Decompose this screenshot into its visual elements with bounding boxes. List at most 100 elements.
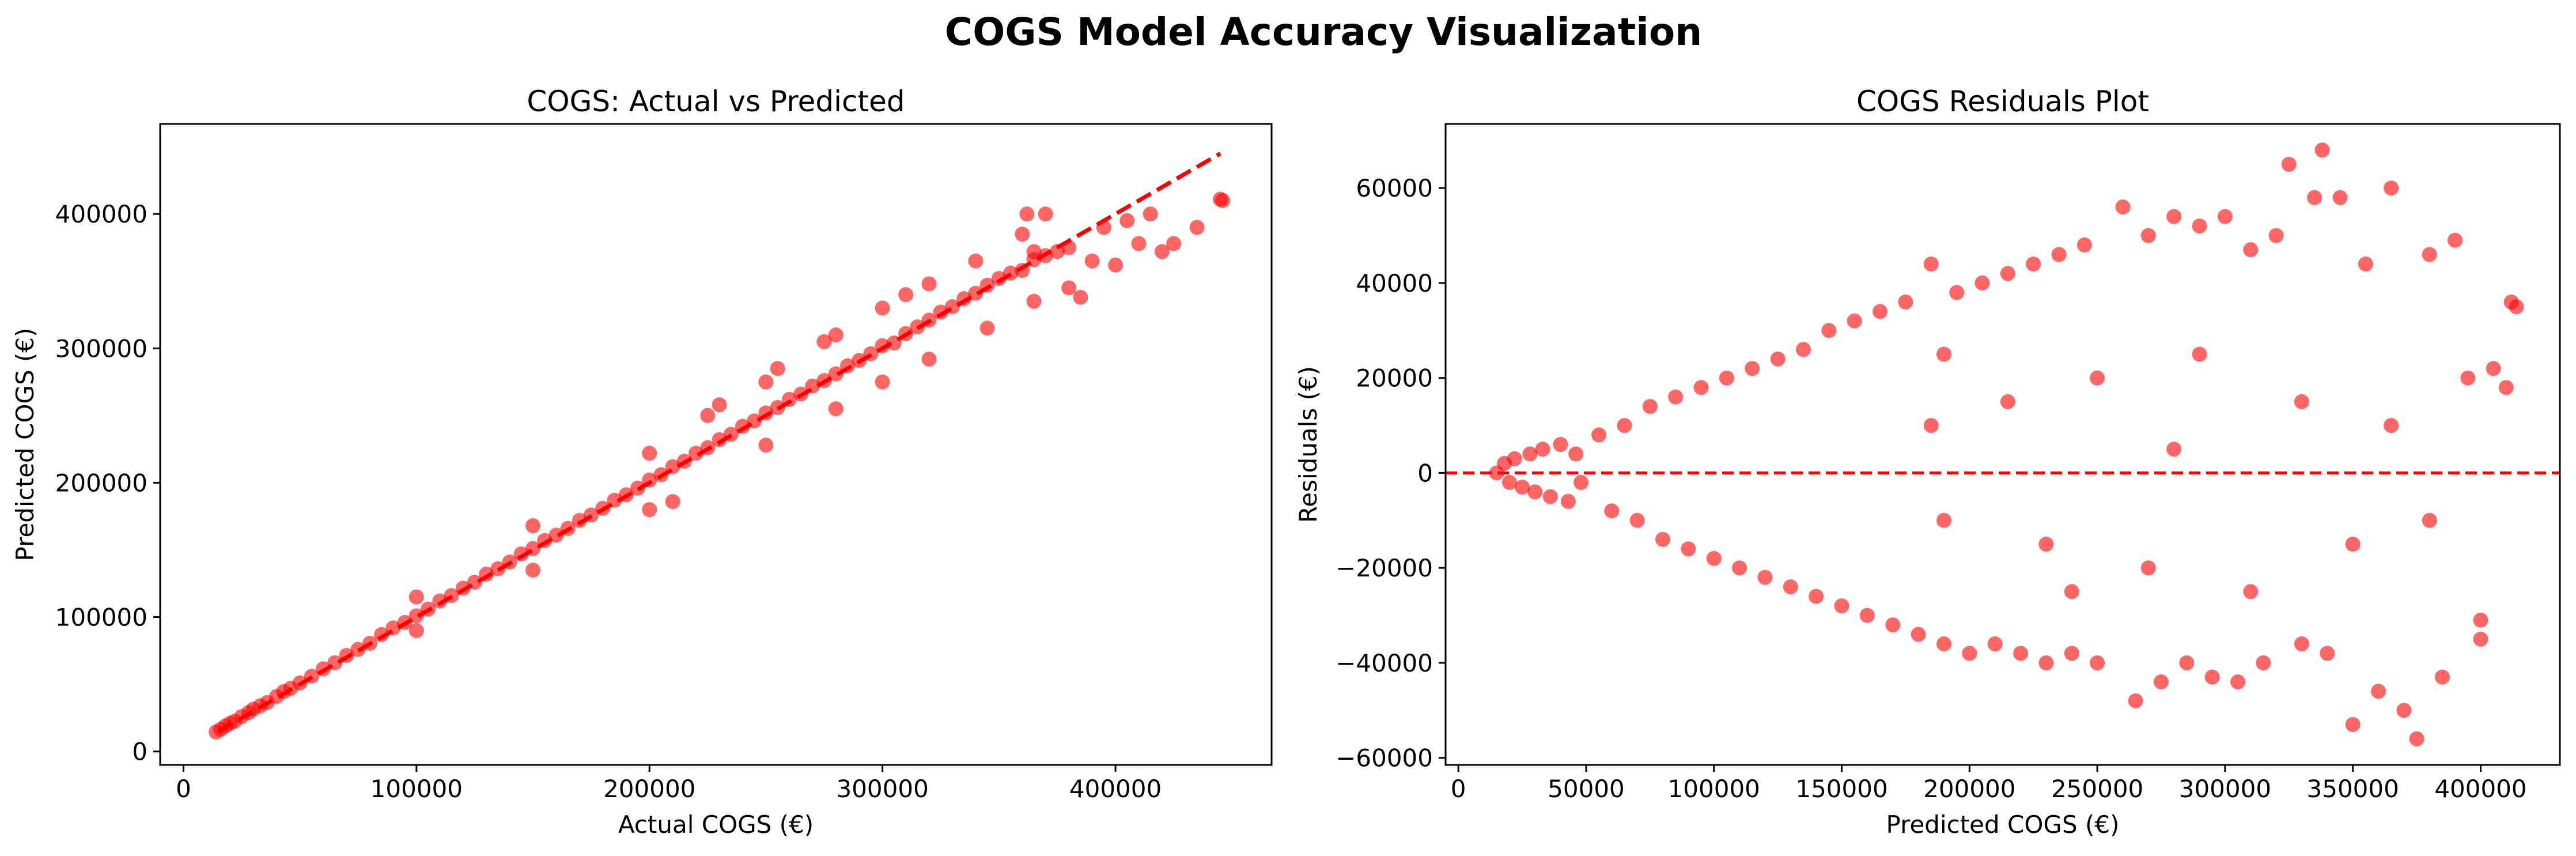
data-point [1770,351,1786,367]
data-point [2038,655,2054,670]
data-point [1796,342,1811,357]
y-tick-label: 100000 [55,604,147,632]
data-point [1847,313,1862,329]
data-point [898,287,914,303]
data-point [979,320,995,336]
x-tick-label: 250000 [2051,775,2143,803]
data-point [1215,193,1231,208]
data-point [1522,446,1538,462]
data-point [2090,370,2105,386]
data-point [816,334,832,349]
identity-reference-line [217,152,1221,733]
data-point [2217,209,2233,224]
y-tick-label: 300000 [55,334,147,363]
data-point [1527,484,1543,500]
data-point [1757,570,1773,585]
data-point [2435,669,2450,685]
y-tick-label: −20000 [1336,554,1433,582]
data-point [2154,674,2169,689]
data-point [1617,418,1632,433]
x-tick-label: 400000 [1069,775,1162,803]
data-point [1732,560,1747,576]
data-point [2064,646,2079,661]
y-axis-label-left: Predicted COGS (€) [11,328,39,561]
data-point [642,502,657,518]
data-point [1681,541,1696,557]
data-point [2051,247,2067,262]
data-point [2332,190,2348,205]
x-axis-ticks-right: 0 50000 100000 150000 200000 250000 300000 3500… [1451,765,2527,803]
data-point [968,285,984,301]
data-point [1573,474,1589,490]
data-point [1668,389,1684,405]
data-point [1073,289,1088,305]
data-point [2013,646,2029,661]
data-point [2204,669,2220,685]
data-point [665,494,680,510]
y-tick-label: 200000 [55,469,147,497]
data-point [2000,394,2015,409]
data-point [1923,257,1939,271]
data-point [1026,293,1042,309]
data-point [689,446,704,461]
data-point [1706,550,1722,566]
x-axis-label-right: Predicted COGS (€) [1886,810,2120,839]
data-point [2026,257,2041,271]
data-point [1936,512,1951,528]
data-point [1143,206,1158,222]
y-tick-label: 400000 [55,200,147,228]
data-point [1949,285,1965,300]
data-point [1936,346,1951,362]
data-point [1560,493,1576,509]
x-tick-label: 200000 [603,775,695,803]
data-point [1166,236,1182,251]
x-tick-label: 150000 [1795,775,1887,803]
data-point [2358,257,2373,271]
y-axis-ticks-right: −60000 −40000 −20000 0 20000 40000 60000 [1336,174,1446,772]
data-point [2422,247,2437,262]
chart-title-left: COGS: Actual vs Predicted [527,85,905,118]
data-point [1834,598,1849,614]
data-point [1898,294,1913,310]
data-point [2268,228,2284,243]
data-point [2090,655,2105,670]
data-point [828,401,843,417]
x-tick-label: 0 [176,775,191,803]
x-tick-label: 0 [1451,775,1466,803]
data-point [2384,180,2399,196]
y-axis-ticks-left: 0 100000 200000 300000 400000 [55,200,160,766]
data-point [2064,584,2079,599]
data-point [1119,213,1135,228]
data-point [1629,512,1645,528]
data-point [1885,617,1901,632]
y-tick-label: 60000 [1356,174,1433,202]
data-point [2320,646,2335,661]
data-point [1507,451,1522,466]
data-point [2281,157,2297,172]
data-point [549,527,564,543]
data-point [1501,474,1517,490]
data-point [1019,206,1035,222]
data-point [1655,531,1670,547]
data-point [921,352,937,367]
data-point [1026,244,1042,259]
data-point [1693,380,1709,395]
chart-residuals: 0 50000 100000 150000 200000 250000 300000 3500… [1294,85,2561,839]
data-point [2473,631,2488,647]
data-point [2409,731,2424,746]
data-point [2422,512,2437,528]
data-point [1015,227,1030,242]
data-point [2460,370,2476,386]
data-point [828,327,843,342]
data-point [2396,703,2412,718]
data-point [1189,220,1205,235]
data-point [1535,442,1550,457]
data-point [1809,589,1824,604]
data-point [712,432,727,447]
x-axis-ticks-left: 0 100000 200000 300000 400000 [176,765,1162,803]
data-point [1642,399,1658,414]
data-point [1084,253,1100,269]
data-point [1859,608,1875,623]
data-point [968,253,984,269]
